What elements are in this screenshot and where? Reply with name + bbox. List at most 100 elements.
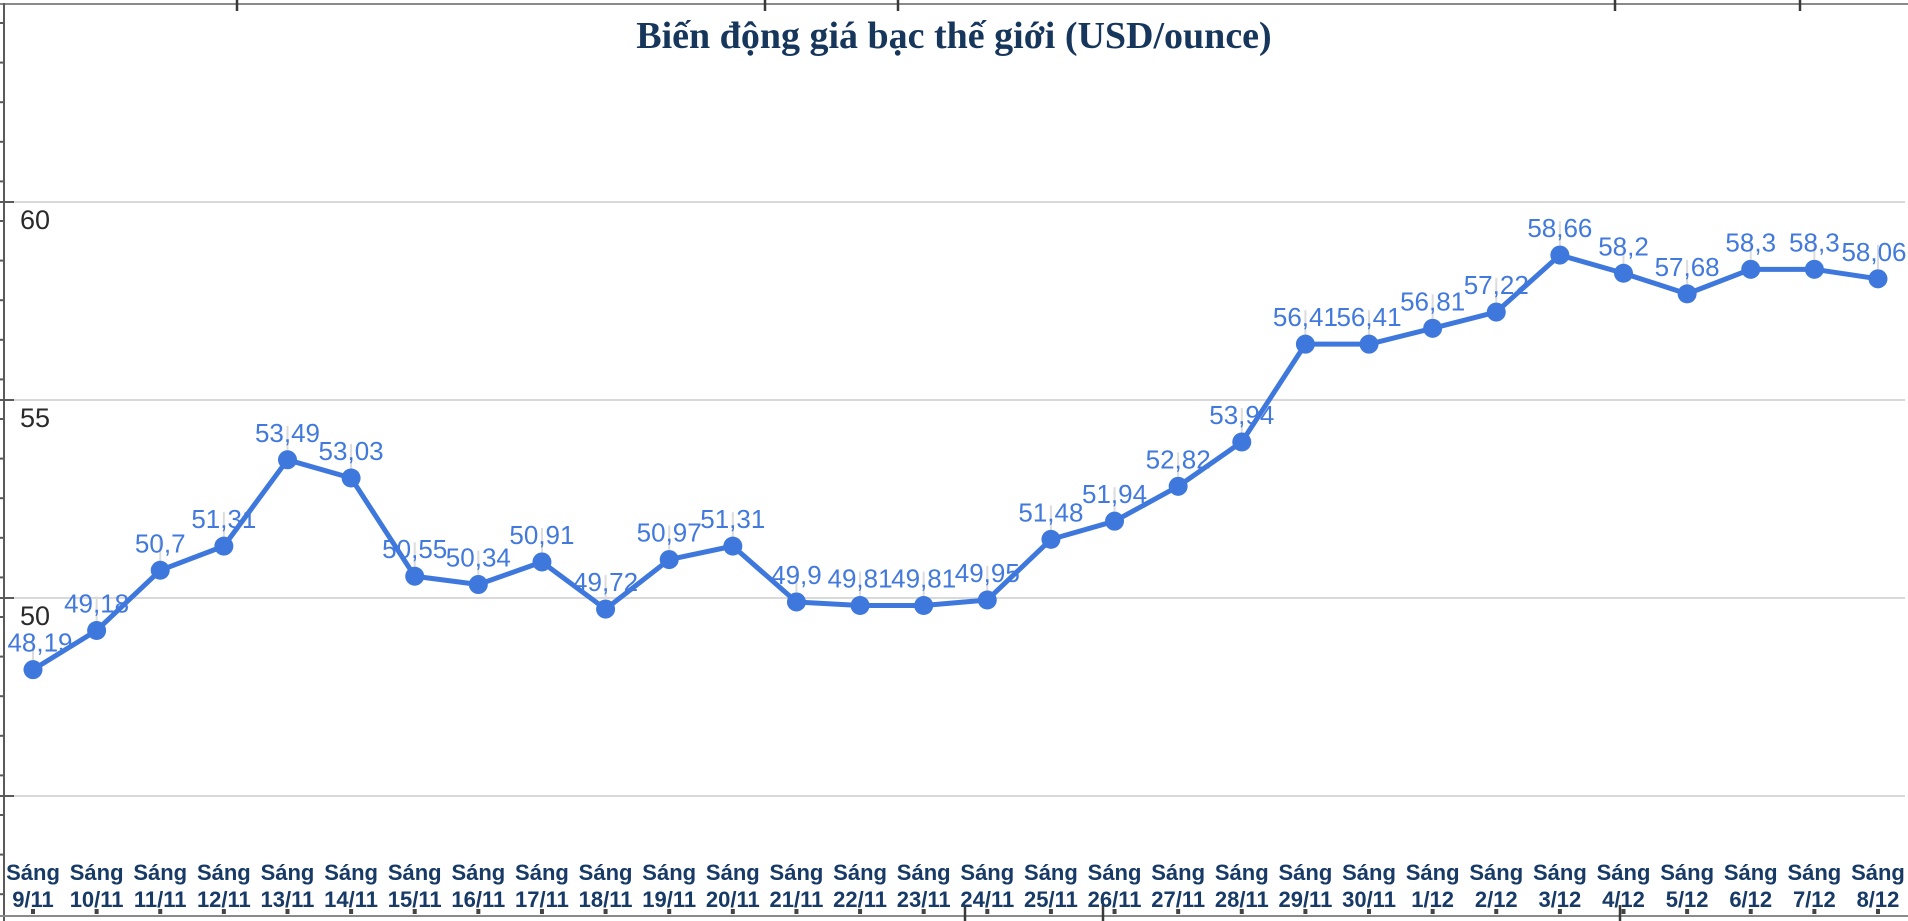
x-tick-dot: [1430, 909, 1435, 914]
x-tick-label: Sáng 6/12: [1724, 860, 1778, 912]
x-tick-label: Sáng 12/11: [197, 860, 251, 912]
x-tick-label: Sáng 18/11: [579, 860, 633, 912]
x-tick-dot: [1748, 909, 1753, 914]
data-point-label: 50,91: [509, 520, 574, 550]
data-point: [532, 552, 552, 572]
data-point-label: 57,68: [1655, 252, 1720, 282]
data-point-label: 51,48: [1018, 497, 1083, 527]
x-tick-dot: [31, 909, 35, 914]
data-point: [1423, 318, 1443, 338]
data-point-label: 50,55: [382, 534, 447, 564]
x-tick-dot: [603, 909, 608, 914]
data-point: [977, 590, 997, 610]
x-tick-dot: [1048, 909, 1053, 914]
data-point: [150, 560, 170, 580]
data-point: [1868, 269, 1888, 289]
x-tick-dot: [285, 909, 290, 914]
data-point: [850, 596, 870, 616]
data-point-label: 58,66: [1527, 213, 1592, 243]
x-tick-dot: [221, 909, 226, 914]
data-point-label: 49,81: [891, 564, 956, 594]
data-point: [1359, 334, 1379, 354]
x-tick-dot: [1176, 909, 1181, 914]
x-tick-label: Sáng 9/11: [6, 860, 60, 912]
y-tick-label: 60: [20, 205, 50, 235]
x-tick-dot: [1239, 909, 1244, 914]
x-tick-label: Sáng 5/12: [1660, 860, 1714, 912]
data-point: [786, 592, 806, 612]
data-point: [1550, 245, 1570, 265]
data-point-label: 53,94: [1209, 400, 1274, 430]
x-tick-label: Sáng 24/11: [960, 860, 1014, 912]
y-tick-label: 55: [20, 403, 50, 433]
data-point: [596, 599, 616, 619]
data-point-label: 58,3: [1789, 227, 1840, 257]
data-point: [1677, 284, 1697, 304]
x-tick-label: Sáng 2/12: [1469, 860, 1523, 912]
data-point: [659, 550, 679, 570]
x-tick-label: Sáng 10/11: [70, 860, 124, 912]
x-tick-label: Sáng 26/11: [1088, 860, 1142, 912]
data-point-label: 53,03: [319, 436, 384, 466]
x-tick-label: Sáng 8/12: [1851, 860, 1905, 912]
data-point: [1041, 529, 1061, 549]
data-point: [341, 468, 361, 488]
x-tick-label: Sáng 3/12: [1533, 860, 1587, 912]
data-point: [277, 450, 297, 470]
x-tick-dot: [1494, 909, 1499, 914]
data-point: [914, 596, 934, 616]
x-tick-dot: [1303, 909, 1308, 914]
x-tick-dot: [858, 909, 863, 914]
chart-title: Biến động giá bạc thế giới (USD/ounce): [636, 15, 1271, 57]
data-point-label: 51,94: [1082, 479, 1147, 509]
x-tick-dot: [1621, 909, 1626, 914]
x-tick-label: Sáng 4/12: [1597, 860, 1651, 912]
x-tick-dot: [1812, 909, 1817, 914]
data-point-label: 58,2: [1598, 231, 1649, 261]
x-tick-dot: [94, 909, 99, 914]
x-tick-dot: [794, 909, 799, 914]
data-point-label: 56,41: [1336, 302, 1401, 332]
data-point-label: 52,82: [1146, 444, 1211, 474]
data-point-label: 50,34: [446, 543, 511, 573]
x-tick-dot: [158, 909, 163, 914]
data-point: [23, 660, 43, 680]
data-point: [1232, 432, 1252, 452]
x-tick-dot: [476, 909, 481, 914]
x-tick-dot: [1685, 909, 1690, 914]
x-tick-dot: [921, 909, 926, 914]
data-point: [1741, 259, 1761, 279]
x-tick-dot: [667, 909, 672, 914]
data-point: [1486, 302, 1506, 322]
data-point-label: 51,31: [191, 504, 256, 534]
x-tick-dot: [539, 909, 544, 914]
x-tick-label: Sáng 14/11: [324, 860, 378, 912]
data-point: [1295, 334, 1315, 354]
data-point-label: 49,72: [573, 567, 638, 597]
data-series-line: [30, 252, 1881, 673]
x-tick-label: Sáng 1/12: [1406, 860, 1460, 912]
data-point-label: 50,97: [637, 518, 702, 548]
x-tick-dot: [349, 909, 354, 914]
x-tick-label: Sáng 22/11: [833, 860, 887, 912]
data-point-label: 48,19: [7, 628, 72, 658]
data-point: [1804, 259, 1824, 279]
data-point-label: 57,22: [1464, 270, 1529, 300]
data-point-label: 53,49: [255, 418, 320, 448]
data-point: [87, 620, 107, 640]
data-point-label: 56,81: [1400, 286, 1465, 316]
x-tick-label: Sáng 20/11: [706, 860, 760, 912]
x-tick-label: Sáng 29/11: [1278, 860, 1332, 912]
x-tick-dot: [730, 909, 735, 914]
data-point: [1168, 476, 1188, 496]
data-point: [468, 575, 488, 595]
data-point-label: 49,95: [955, 558, 1020, 588]
data-point: [1105, 511, 1125, 531]
x-tick-label: Sáng 17/11: [515, 860, 569, 912]
x-tick-label: Sáng 30/11: [1342, 860, 1396, 912]
data-point: [214, 536, 234, 556]
y-tick-label: 50: [20, 601, 50, 631]
x-tick-label: Sáng 23/11: [897, 860, 951, 912]
data-point-label: 56,41: [1273, 302, 1338, 332]
data-point-label: 49,9: [771, 560, 822, 590]
